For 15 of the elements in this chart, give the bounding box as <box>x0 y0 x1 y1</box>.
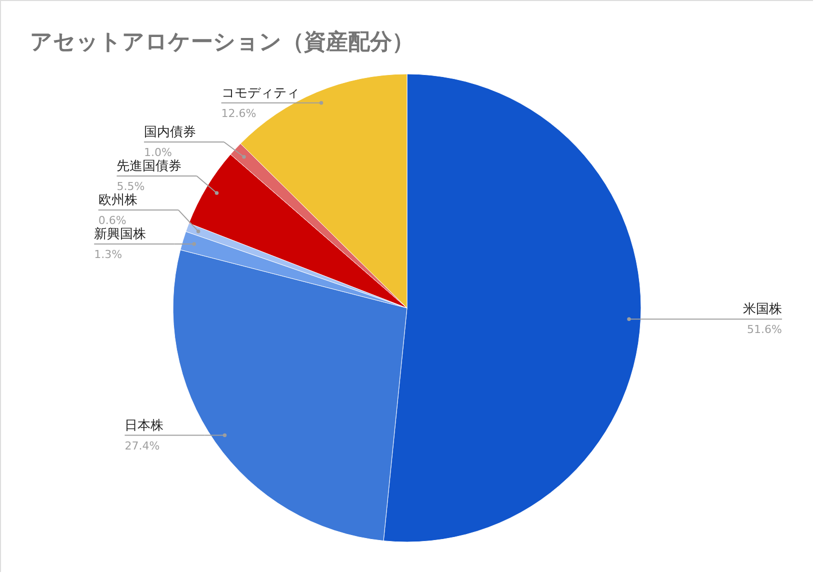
data-label: 27.4% <box>124 439 160 452</box>
slice-label: 米国株 <box>743 302 782 318</box>
data-label: 1.0% <box>144 146 172 159</box>
slice-label: 先進国債券 <box>116 158 182 174</box>
slice-label: 新興国株 <box>94 226 146 242</box>
slice-label: 欧州株 <box>98 192 138 208</box>
chart-title: アセットアロケーション（資産配分） <box>30 29 414 55</box>
slice-label: 国内債券 <box>144 124 196 140</box>
slice-label: コモディティ <box>221 86 300 101</box>
data-label: 12.6% <box>221 106 256 120</box>
slice-label: 日本株 <box>124 418 164 434</box>
data-label: 51.6% <box>747 323 782 336</box>
data-label: 0.6% <box>98 214 126 227</box>
data-label: 1.3% <box>94 248 122 261</box>
data-label: 5.5% <box>116 180 145 193</box>
